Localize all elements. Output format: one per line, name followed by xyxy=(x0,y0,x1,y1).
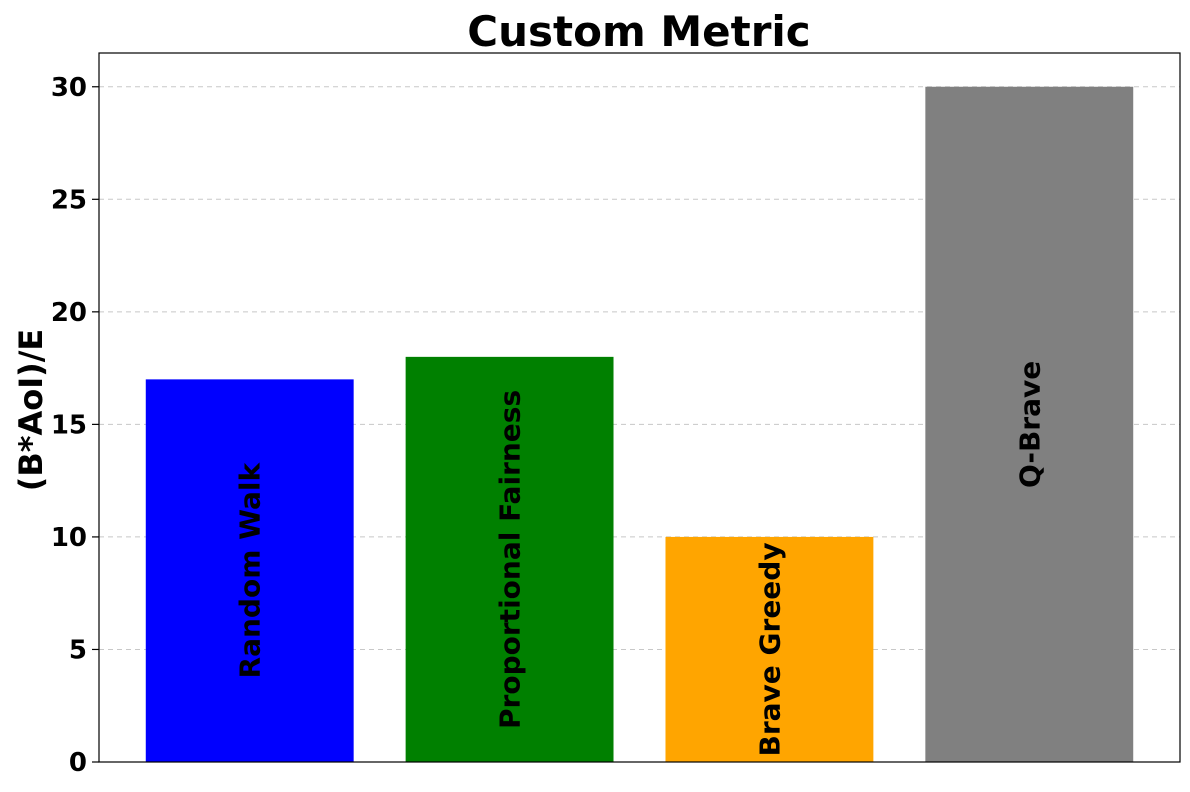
bar-labels: Random Walk Proportional Fairness Brave Gr… xyxy=(234,361,1047,757)
chart-title: Custom Metric xyxy=(467,7,810,56)
y-axis-label: (B*AoI)/E xyxy=(12,329,50,492)
y-tick-label-0: 0 xyxy=(69,748,87,778)
bar-q-brave xyxy=(925,86,1134,762)
y-tick-label-30: 30 xyxy=(51,73,87,103)
bars xyxy=(145,86,1134,762)
bar-label-q-brave: Q-Brave xyxy=(1013,361,1046,488)
bar-brave-greedy xyxy=(665,536,874,762)
bar-label-brave-greedy: Brave Greedy xyxy=(753,542,786,756)
y-tick-label-20: 20 xyxy=(51,298,87,328)
y-tick-label-5: 5 xyxy=(69,635,87,665)
bar-random-walk xyxy=(145,379,354,762)
bar-label-random-walk: Random Walk xyxy=(234,462,267,679)
plot-frame xyxy=(98,52,1181,763)
bar-label-proportional-fairness: Proportional Fairness xyxy=(494,390,527,729)
y-tick-label-10: 10 xyxy=(51,523,87,553)
y-axis-ticks: 0 5 10 15 20 25 30 xyxy=(51,73,99,778)
bar-proportional-fairness xyxy=(405,356,614,762)
y-tick-label-25: 25 xyxy=(51,185,87,215)
y-tick-label-15: 15 xyxy=(51,410,87,440)
